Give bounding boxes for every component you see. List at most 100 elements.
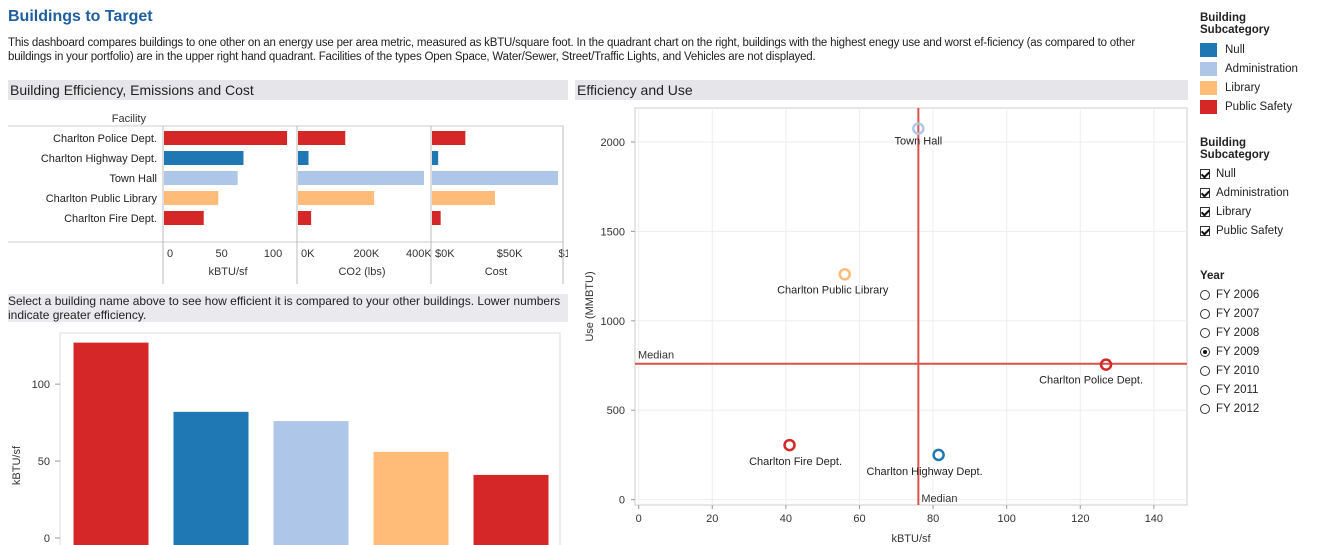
color-legend-item[interactable]: Null bbox=[1200, 40, 1298, 59]
radio-icon[interactable] bbox=[1200, 384, 1210, 395]
panel-tick-label: 50 bbox=[215, 248, 227, 260]
year-option-label: FY 2010 bbox=[1216, 364, 1260, 377]
radio-icon[interactable] bbox=[1200, 403, 1210, 414]
legend-swatch bbox=[1200, 42, 1217, 57]
scatter-plot-area bbox=[634, 107, 1188, 506]
panel-axis-title: Cost bbox=[485, 266, 508, 278]
checkbox-checked-icon[interactable] bbox=[1200, 187, 1210, 198]
scatter-y-tick-label: 500 bbox=[607, 405, 625, 417]
facility-label: Charlton Public Library bbox=[46, 193, 158, 205]
year-option[interactable]: FY 2007 bbox=[1200, 304, 1259, 323]
color-legend-item[interactable]: Public Safety bbox=[1200, 97, 1298, 116]
scatter-point-label: Charlton Highway Dept. bbox=[867, 466, 983, 478]
facility-label: Charlton Police Dept. bbox=[53, 133, 157, 145]
facility-bar bbox=[164, 171, 238, 185]
filter-option-label: Administration bbox=[1216, 186, 1289, 199]
scatter-x-tick-label: 140 bbox=[1145, 513, 1163, 525]
subcategory-filter: Building Subcategory Null Administration L… bbox=[1200, 137, 1289, 240]
panel-tick-label: 400K bbox=[406, 248, 432, 260]
scatter-x-tick-label: 40 bbox=[780, 513, 792, 525]
panel-tick-label: 100 bbox=[264, 248, 282, 260]
facility-bar bbox=[432, 211, 441, 225]
year-option-label: FY 2007 bbox=[1216, 307, 1260, 320]
vbar-tick-label: 0 bbox=[44, 533, 50, 545]
filter-option-label: Public Safety bbox=[1216, 224, 1284, 237]
scatter-xlabel: kBTU/sf bbox=[891, 533, 931, 545]
scatter-y-tick-label: 1500 bbox=[601, 226, 625, 238]
year-option[interactable]: FY 2008 bbox=[1200, 323, 1259, 342]
year-option-label: FY 2006 bbox=[1216, 288, 1260, 301]
facility-bar bbox=[164, 191, 219, 205]
panel-tick-label: 0 bbox=[167, 248, 173, 260]
facility-bar-charts: Facility Charlton Police Dept. Charlton Hi… bbox=[8, 113, 568, 284]
legend-label: Library bbox=[1225, 81, 1261, 94]
facility-bar bbox=[164, 151, 244, 165]
scatter-x-tick-label: 80 bbox=[927, 513, 939, 525]
year-filter: Year FY 2006 FY 2007 FY 2008 FY 2009 FY 2010… bbox=[1200, 270, 1259, 418]
year-option-label: FY 2011 bbox=[1216, 383, 1259, 396]
year-option[interactable]: FY 2010 bbox=[1200, 361, 1259, 380]
radio-icon[interactable] bbox=[1200, 365, 1210, 376]
facility-label: Charlton Fire Dept. bbox=[64, 213, 157, 225]
filter-option-label: Library bbox=[1216, 205, 1252, 218]
legend-label: Administration bbox=[1225, 62, 1298, 75]
color-legend-item[interactable]: Administration bbox=[1200, 59, 1298, 78]
subcategory-filter-option[interactable]: Library bbox=[1200, 202, 1289, 221]
facet-label: Facility bbox=[112, 113, 147, 125]
vbar-bar bbox=[273, 421, 349, 545]
dashboard-description: This dashboard compares buildings to one… bbox=[8, 37, 1135, 63]
vbar-bar bbox=[373, 451, 449, 545]
color-legend-title: Building Subcategory bbox=[1200, 12, 1270, 36]
facility-bar bbox=[298, 151, 309, 165]
facility-bar bbox=[298, 191, 375, 205]
note-background bbox=[8, 294, 568, 322]
checkbox-checked-icon[interactable] bbox=[1200, 225, 1210, 236]
quadrant-scatter-chart: 0 20 40 60 80 100 120 140 0 500 1000 1500 2000 kBTU/s… bbox=[584, 107, 1188, 545]
year-option[interactable]: FY 2012 bbox=[1200, 399, 1259, 418]
selection-note: Select a building name above to see how … bbox=[8, 294, 561, 322]
facility-bar bbox=[298, 131, 346, 145]
kbtu-bar-chart: 0 50 100 kBTU/sf bbox=[11, 332, 561, 545]
radio-icon[interactable] bbox=[1200, 308, 1210, 319]
scatter-ylabel: Use (MMBTU) bbox=[584, 271, 596, 341]
year-option[interactable]: FY 2006 bbox=[1200, 285, 1259, 304]
radio-selected-icon[interactable] bbox=[1200, 346, 1210, 357]
facility-bar bbox=[164, 211, 204, 225]
facility-label: Town Hall bbox=[109, 173, 157, 185]
vbar-tick-label: 50 bbox=[38, 456, 50, 468]
subcategory-filter-option[interactable]: Administration bbox=[1200, 183, 1289, 202]
radio-icon[interactable] bbox=[1200, 327, 1210, 338]
year-option[interactable]: FY 2009 bbox=[1200, 342, 1259, 361]
subcategory-filter-title: Building Subcategory bbox=[1200, 137, 1270, 161]
checkbox-checked-icon[interactable] bbox=[1200, 206, 1210, 217]
facility-bar bbox=[298, 211, 312, 225]
panel-axis-title: kBTU/sf bbox=[208, 266, 248, 278]
scatter-y-tick-label: 2000 bbox=[601, 137, 625, 149]
legend-swatch bbox=[1200, 61, 1217, 76]
facility-bar bbox=[432, 191, 495, 205]
scatter-point bbox=[838, 268, 852, 281]
color-legend: Building Subcategory Null Administration L… bbox=[1200, 12, 1298, 116]
panel-tick-label: 200K bbox=[354, 248, 380, 260]
scatter-point bbox=[1099, 358, 1113, 371]
efficiency-use-header: Efficiency and Use bbox=[575, 80, 1188, 100]
facility-bar bbox=[432, 171, 558, 185]
subcategory-filter-option[interactable]: Null bbox=[1200, 164, 1289, 183]
median-y-label: Median bbox=[638, 350, 674, 362]
color-legend-item[interactable]: Library bbox=[1200, 78, 1298, 97]
scatter-x-tick-label: 120 bbox=[1071, 513, 1089, 525]
scatter-x-tick-label: 0 bbox=[636, 513, 642, 525]
legend-swatch bbox=[1200, 80, 1217, 95]
vbar-bar bbox=[473, 474, 549, 545]
filter-option-label: Null bbox=[1216, 167, 1236, 180]
checkbox-checked-icon[interactable] bbox=[1200, 168, 1210, 179]
scatter-x-tick-label: 100 bbox=[998, 513, 1016, 525]
scatter-point-label: Charlton Police Dept. bbox=[1039, 375, 1143, 387]
radio-icon[interactable] bbox=[1200, 289, 1210, 300]
subcategory-filter-option[interactable]: Public Safety bbox=[1200, 221, 1289, 240]
facility-label: Charlton Highway Dept. bbox=[41, 153, 157, 165]
year-option[interactable]: FY 2011 bbox=[1200, 380, 1259, 399]
scatter-point-label: Town Hall bbox=[895, 136, 943, 148]
efficiency-emissions-cost-header: Building Efficiency, Emissions and Cost bbox=[8, 80, 568, 100]
scatter-point-label: Charlton Fire Dept. bbox=[749, 456, 842, 468]
